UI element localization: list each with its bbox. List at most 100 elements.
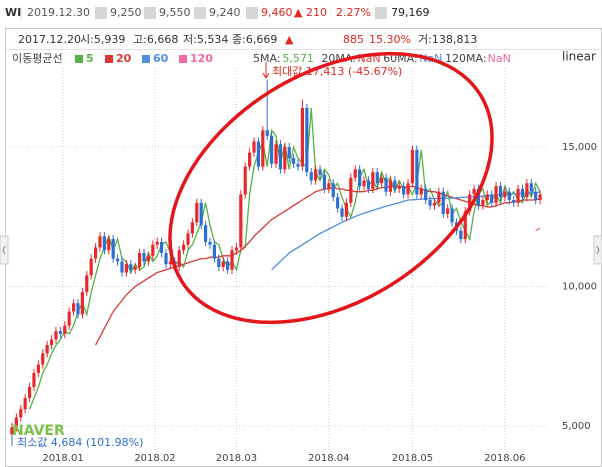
volume-icon (375, 7, 387, 19)
candle-body (503, 191, 507, 198)
candle-body (353, 169, 357, 178)
candle-body (41, 353, 45, 365)
candle-body (529, 183, 533, 192)
candle-body (85, 275, 89, 293)
plot-area: 5 20 60 120 5MA: 5,571 20MA: NaN 60MA: NaN 120MA: N… (8, 52, 597, 464)
ma-status-value: NaN (488, 52, 511, 65)
watermark: NAVER (12, 423, 65, 439)
candle-body (314, 169, 318, 181)
candle-body (217, 258, 221, 267)
header-change-pct: 2.27% (336, 6, 371, 19)
candle-body (133, 266, 137, 270)
candle-body (137, 253, 142, 267)
info-date: 2017.12.20 (18, 33, 81, 46)
candle-body (190, 222, 195, 234)
candle-body (318, 169, 322, 175)
candle-body (507, 191, 511, 201)
x-tick-label: 2018.05 (392, 453, 433, 464)
candle-body (296, 163, 300, 167)
y-tick-label: 15,000 (562, 142, 597, 153)
candle-body (415, 149, 419, 195)
candle-body (406, 183, 410, 195)
header-close: 9,460 (261, 6, 293, 19)
candle-body (336, 197, 340, 209)
candle-body (437, 191, 441, 203)
candle-body (393, 180, 397, 189)
legend-swatch (105, 55, 113, 63)
candle-body (261, 130, 265, 167)
candle-body (164, 253, 168, 265)
candle-body (80, 292, 84, 315)
candle-body (349, 177, 353, 203)
max-arrow-head (262, 72, 270, 79)
candle-body (195, 202, 199, 223)
candle-body (63, 325, 67, 334)
x-tick-label: 2018.01 (42, 453, 83, 464)
candle-body (362, 180, 366, 187)
candle-body (19, 409, 23, 418)
right-tab[interactable] (593, 235, 602, 265)
candle-body (239, 194, 243, 248)
ma-status-label: 20MA: (321, 52, 356, 65)
candle-body (270, 135, 274, 164)
legend-title: 이동평균선 (12, 52, 63, 65)
candle-body (472, 188, 476, 195)
candle-body (292, 158, 296, 164)
candle-body (186, 233, 190, 245)
max-annotation: 최대값 17,413 (-45.67%) (272, 65, 402, 78)
candle-body (494, 186, 498, 203)
candle-body (212, 244, 217, 259)
candle-body (366, 180, 371, 189)
candle-body (168, 261, 172, 265)
y-tick-label: 10,000 (562, 281, 597, 292)
legend-swatch (75, 55, 83, 63)
open-icon (95, 7, 107, 19)
candle-body (27, 386, 32, 399)
candle-body (226, 261, 230, 270)
candle-body (102, 236, 106, 251)
candle-body (155, 241, 159, 245)
info-change: 885 (343, 33, 364, 46)
header-low: 9,240 (209, 6, 241, 19)
candle-body (265, 130, 269, 136)
left-tab[interactable] (0, 235, 9, 265)
candle-body (485, 194, 489, 201)
candle-body (252, 141, 256, 153)
candle-body (93, 247, 98, 259)
candle-body (410, 149, 415, 184)
candle-body (142, 253, 146, 262)
legend-label: 120 (190, 52, 213, 65)
candle-body (248, 152, 252, 167)
candle-body (327, 183, 331, 189)
candle-body (305, 108, 309, 173)
stock-code: WI (5, 6, 21, 19)
highlight-ellipse (168, 51, 494, 325)
candle-body (419, 188, 423, 195)
candle-body (120, 261, 124, 273)
candle-body (67, 311, 71, 326)
low-icon (194, 7, 206, 19)
candle-body (54, 331, 58, 340)
candle-body (234, 247, 239, 251)
min-annotation: 최소값 4,684 (101.98%) (17, 436, 143, 449)
candle-body (32, 372, 36, 387)
candle-body (230, 250, 234, 270)
candle-body (89, 258, 93, 276)
candle-body (331, 183, 335, 198)
candle-body (151, 244, 155, 256)
info-low: 저:5,534 (183, 33, 228, 46)
legend-label: 5 (86, 52, 94, 65)
candle-body (358, 169, 362, 187)
ma-status-label: 120MA: (445, 52, 487, 65)
candle-body (441, 191, 445, 214)
candle-body (388, 180, 393, 192)
candle-body (371, 172, 375, 189)
candle-body (71, 303, 76, 312)
candle-body (481, 200, 485, 206)
scale-label: linear (562, 50, 596, 64)
right-tab-arrow (596, 245, 600, 255)
ma-status-label: 5MA: (253, 52, 281, 65)
header-high: 9,550 (159, 6, 191, 19)
info-open: 시:5,939 (80, 33, 125, 46)
candle-body (49, 339, 54, 346)
